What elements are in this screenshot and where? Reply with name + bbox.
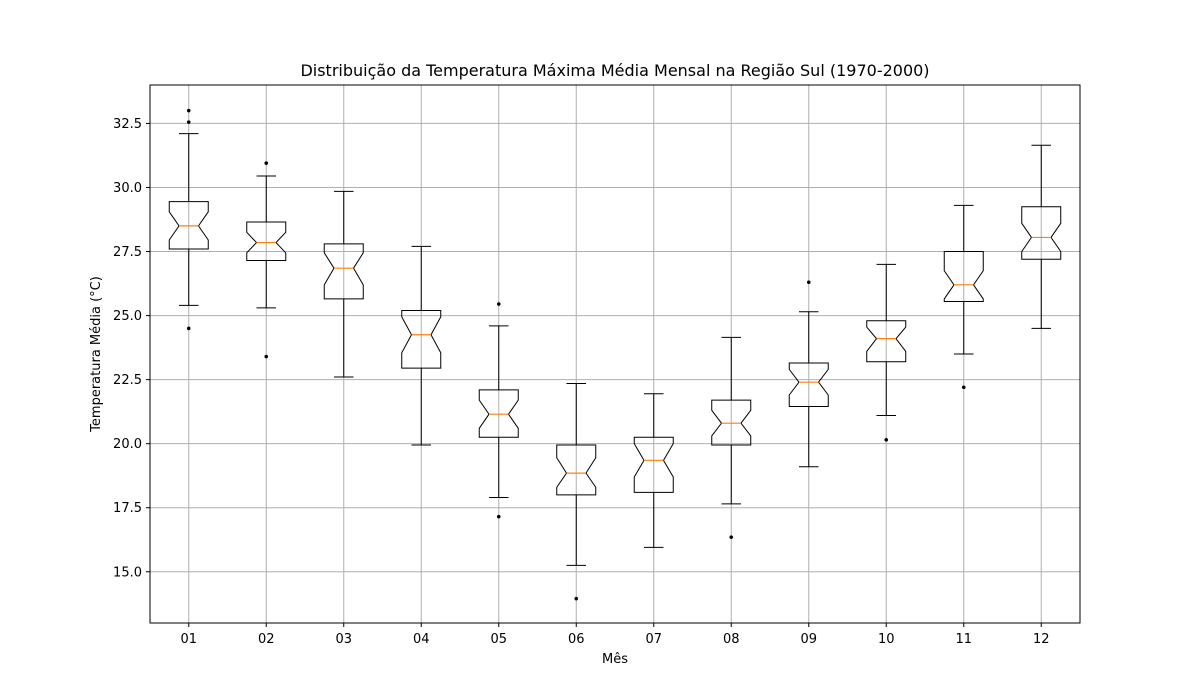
- notched-box: [1021, 206, 1062, 260]
- outlier-point: [574, 596, 579, 601]
- y-tick-label: 30.0: [113, 181, 142, 196]
- chart-title: Distribuição da Temperatura Máxima Média…: [300, 61, 929, 80]
- notched-box: [168, 201, 209, 250]
- notched-box: [943, 251, 984, 302]
- box-09: [788, 280, 829, 468]
- x-tick-label: 06: [568, 632, 585, 647]
- y-tick-label: 25.0: [113, 309, 142, 324]
- x-tick-label: 12: [1033, 632, 1050, 647]
- notched-box: [556, 444, 597, 496]
- box-05: [478, 302, 519, 519]
- x-tick-label: 10: [878, 632, 895, 647]
- box-06: [556, 382, 597, 601]
- notched-box: [633, 436, 674, 493]
- y-tick-label: 17.5: [113, 501, 142, 516]
- box-04: [401, 245, 442, 446]
- outlier-point: [264, 354, 269, 359]
- outlier-point: [806, 280, 811, 285]
- outlier-point: [884, 437, 889, 442]
- box-10: [866, 263, 907, 442]
- notched-box: [478, 389, 519, 438]
- y-tick-label: 15.0: [113, 565, 142, 580]
- y-axis-label: Temperatura Média (°C): [89, 276, 104, 433]
- box-08: [711, 336, 752, 540]
- outlier-point: [729, 535, 734, 540]
- notched-box: [788, 362, 829, 408]
- y-tick-label: 27.5: [113, 245, 142, 260]
- box-12: [1021, 144, 1062, 329]
- notched-box: [401, 309, 442, 369]
- box-07: [633, 393, 674, 548]
- notched-box: [246, 221, 287, 261]
- x-tick-label: 03: [335, 632, 352, 647]
- outlier-point: [186, 326, 191, 331]
- outlier-point: [496, 302, 501, 306]
- outlier-point: [264, 161, 269, 165]
- x-tick-label: 08: [723, 632, 740, 647]
- notched-box: [866, 320, 907, 363]
- outlier-point: [186, 120, 191, 124]
- y-tick-label: 20.0: [113, 437, 142, 452]
- x-tick-label: 01: [180, 632, 197, 647]
- y-tick-label: 32.5: [113, 117, 142, 132]
- box-layer: [168, 108, 1062, 601]
- x-tick-label: 09: [800, 632, 817, 647]
- outlier-point: [186, 108, 191, 113]
- box-02: [246, 161, 287, 359]
- y-tick-label: 22.5: [113, 373, 142, 388]
- plot-frame: [149, 84, 1081, 624]
- box-01: [168, 108, 209, 331]
- x-tick-label: 04: [413, 632, 430, 647]
- x-tick-label: 11: [955, 632, 972, 647]
- tick-layer: 15.0 17.5 20.0 22.5 25.0 27.5 30.0 32.5 01 02 03 04…: [113, 117, 1049, 647]
- notched-box: [711, 399, 752, 446]
- outlier-point: [961, 385, 966, 390]
- outlier-point: [496, 514, 501, 519]
- notched-box: [323, 243, 364, 300]
- box-03: [323, 190, 364, 378]
- box-11: [943, 204, 984, 390]
- x-tick-label: 05: [490, 632, 507, 647]
- x-tick-label: 07: [645, 632, 662, 647]
- x-tick-label: 02: [258, 632, 275, 647]
- x-axis-label: Mês: [602, 652, 628, 667]
